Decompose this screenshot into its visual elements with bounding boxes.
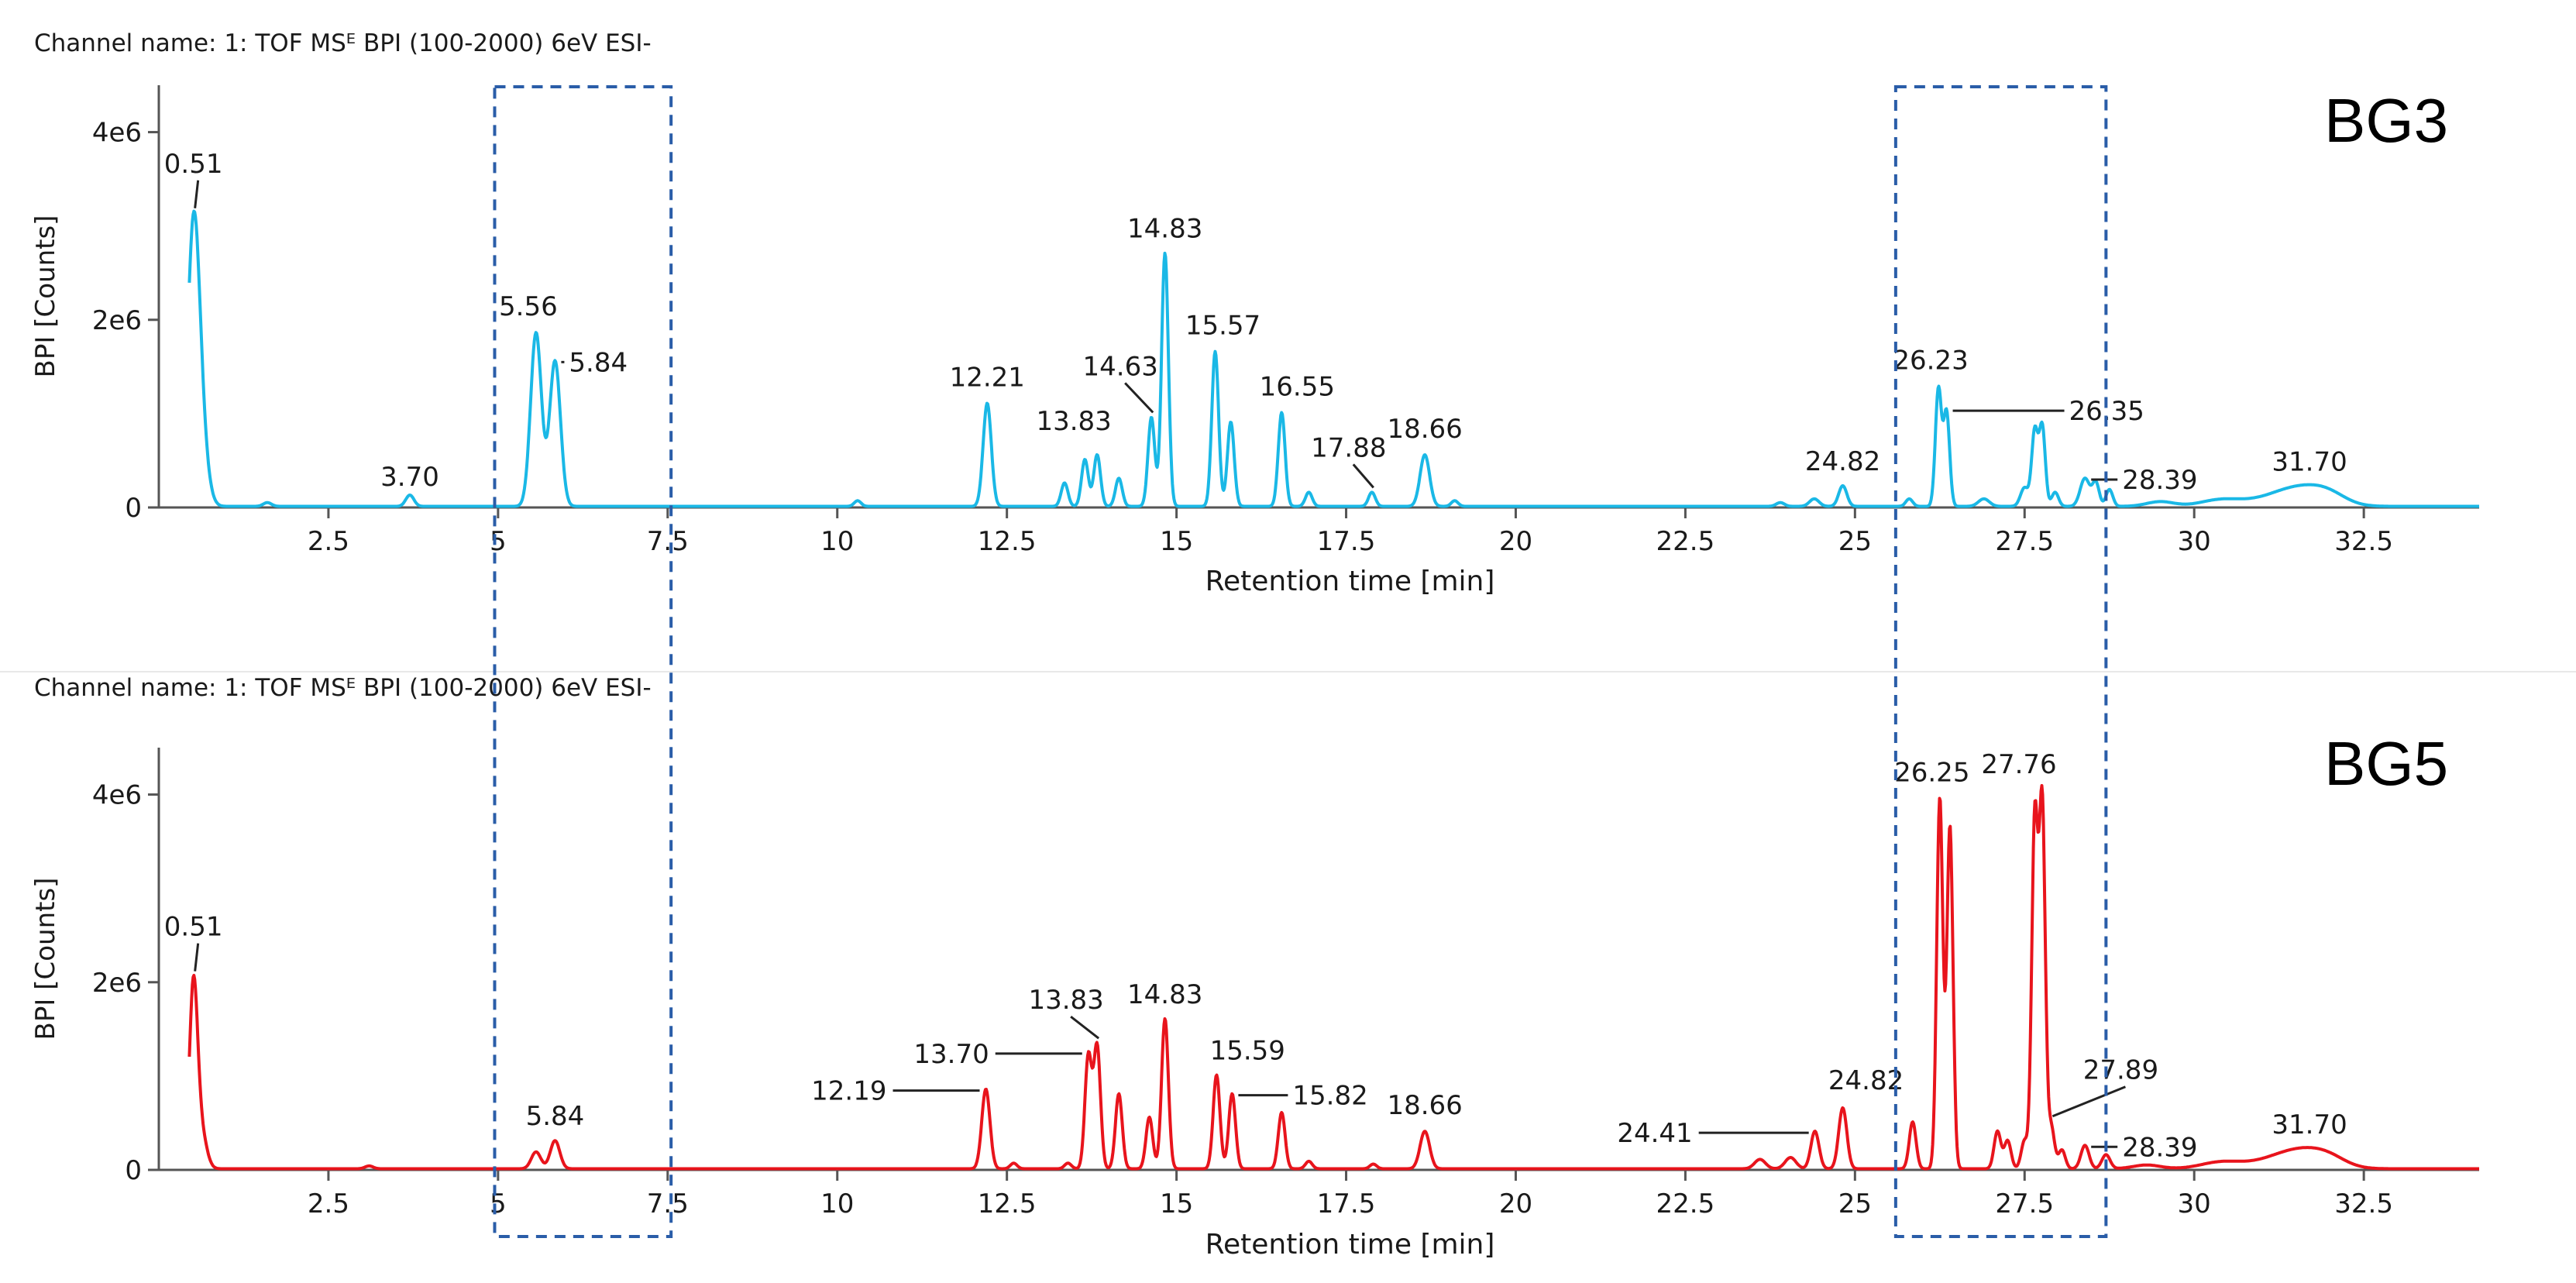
panel-1-peak-label: 13.83 (1036, 406, 1111, 437)
panel-2-x-tick-label: 22.5 (1656, 1188, 1715, 1219)
panel-1-x-tick-label: 15 (1160, 526, 1193, 557)
panel-1-peak-label: 3.70 (380, 462, 439, 493)
panel-1-trace (187, 209, 2480, 508)
panel-2-y-tick-label: 4e6 (92, 780, 142, 811)
panel-1-peak-label: 12.21 (950, 362, 1025, 393)
panel-1-peak-label: 14.83 (1127, 214, 1202, 245)
panel-1-x-tick-label: 20 (1499, 526, 1532, 557)
panel-2-peak-label: 31.70 (2272, 1109, 2347, 1140)
panel-2-peak-label: 24.82 (1828, 1065, 1904, 1096)
panel-2-peak-label: 26.25 (1894, 757, 1969, 788)
panel-1-x-tick-label: 2.5 (308, 526, 349, 557)
panel-1-x-axis-label: Retention time [min] (1205, 566, 1495, 597)
panel-1-annotation-leader (1124, 382, 1154, 414)
panel-1-y-axis-label: BPI [Counts] (30, 215, 61, 378)
panel-2-peak-label: 13.83 (1028, 985, 1103, 1016)
panel-1-y-tick-label: 0 (125, 493, 142, 524)
panel-2-x-tick-label: 15 (1160, 1188, 1193, 1219)
panel-1-peak-label: 17.88 (1311, 432, 1386, 463)
panel-1-x-tick-label: 22.5 (1656, 526, 1715, 557)
panel-2-x-tick-label: 5 (490, 1188, 507, 1219)
panel-2-peak-label: 14.83 (1127, 979, 1202, 1010)
panel-2-peak-label: 15.59 (1210, 1035, 1285, 1066)
panel-1-peak-label: 24.82 (1805, 446, 1880, 477)
panel-1-peak-label: 16.55 (1260, 371, 1335, 402)
panel-2-peak-label: 15.82 (1292, 1081, 1367, 1112)
panel-1-x-tick-label: 27.5 (1995, 526, 2054, 557)
panel-1-y-tick-label: 4e6 (92, 118, 142, 149)
panel-2-peak-label: 27.76 (1981, 749, 2056, 780)
highlight-region-2 (1893, 85, 2108, 1238)
panel-2-x-tick-label: 10 (820, 1188, 854, 1219)
panel-1-x-tick-label: 12.5 (978, 526, 1037, 557)
panel-1-y-tick-label: 2e6 (92, 305, 142, 336)
panel-2-peak-label: 24.41 (1617, 1118, 1692, 1149)
panel-2-x-tick-label: 17.5 (1317, 1188, 1376, 1219)
panel-1-annotation-leader (1352, 463, 1374, 489)
channel-name-bg3: Channel name: 1: TOF MSᴱ BPI (100-2000) … (34, 29, 652, 57)
panel-2-x-tick-label: 27.5 (1995, 1188, 2054, 1219)
panel-2-y-tick-label: 0 (125, 1155, 142, 1186)
panel-2-x-tick-label: 2.5 (308, 1188, 349, 1219)
panel-1-peak-label: 31.70 (2272, 447, 2347, 478)
panel-2-y-tick-label: 2e6 (92, 968, 142, 999)
panel-2-peak-label: 0.51 (164, 912, 223, 943)
panel-1-peak-label: 14.63 (1083, 351, 1158, 382)
panel-2-peak-label: 13.70 (913, 1039, 989, 1070)
panel-2-x-axis-label: Retention time [min] (1205, 1229, 1495, 1261)
panel-2-peak-label: 28.39 (2122, 1132, 2197, 1163)
panel-2-annotation-leader (1070, 1015, 1100, 1040)
panel-1-x-tick-label: 7.5 (647, 526, 689, 557)
panel-1-peak-label: 18.66 (1387, 414, 1462, 445)
panel-1-peak-label: 28.39 (2122, 465, 2197, 496)
panel-2-x-tick-label: 25 (1838, 1188, 1872, 1219)
panel-1-annotation-leader (194, 180, 200, 208)
panel-1-x-tick-label: 5 (490, 526, 507, 557)
panel-1-peak-label: 0.51 (164, 149, 223, 180)
panel-1-peak-label: 26.23 (1893, 346, 1968, 377)
panel-2-annotation-leader (2052, 1085, 2126, 1118)
panel-1-x-tick-label: 17.5 (1317, 526, 1376, 557)
panel-1-x-tick-label: 10 (820, 526, 854, 557)
panel-2-annotation-leader (194, 943, 200, 972)
highlight-region-1 (493, 85, 673, 1238)
panel-1-x-tick-label: 25 (1838, 526, 1872, 557)
panel-1-peak-label: 15.57 (1185, 311, 1260, 342)
panel-2-x-tick-label: 12.5 (978, 1188, 1037, 1219)
panel-2-peak-label: 18.66 (1387, 1090, 1462, 1121)
panel-2-x-tick-label: 30 (2178, 1188, 2211, 1219)
panel-2-x-tick-label: 7.5 (647, 1188, 689, 1219)
panel-1-peak-label: 5.56 (499, 291, 558, 322)
panel-2-peak-label: 12.19 (811, 1076, 886, 1107)
panel-2-x-tick-label: 20 (1499, 1188, 1532, 1219)
panel-1-x-tick-label: 32.5 (2334, 526, 2393, 557)
panel-1-x-tick-label: 30 (2178, 526, 2211, 557)
panel-1-peak-label: 5.84 (569, 347, 628, 378)
channel-name-bg5: Channel name: 1: TOF MSᴱ BPI (100-2000) … (34, 674, 652, 702)
panel-2-peak-label: 5.84 (526, 1101, 585, 1132)
panel-2-x-tick-label: 32.5 (2334, 1188, 2393, 1219)
sample-label-bg5: BG5 (2324, 729, 2449, 798)
panel-2-peak-label: 27.89 (2083, 1055, 2158, 1086)
panel-separator (0, 671, 2576, 672)
sample-label-bg3: BG3 (2324, 86, 2449, 155)
panel-2-y-axis-label: BPI [Counts] (30, 878, 61, 1041)
panel-2-trace (187, 784, 2480, 1171)
